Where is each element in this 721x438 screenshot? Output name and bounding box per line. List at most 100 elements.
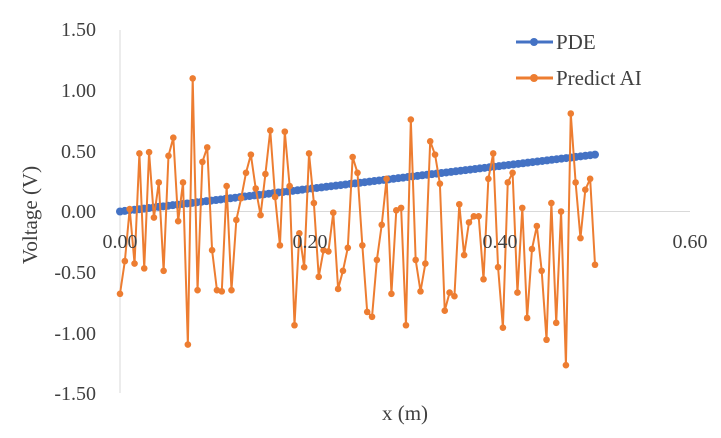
predict-ai-series-point [291,321,298,329]
predict-ai-series-point [509,169,516,177]
predict-ai-series-point [179,179,187,186]
predict-ai-series-point [422,260,429,267]
predict-ai-series-point [494,263,502,271]
predict-ai-series-point [567,110,575,117]
predict-ai-series-point [460,251,468,259]
pde-series-point [591,150,599,159]
predict-ai-series-point [533,222,541,230]
predict-ai-series-point [528,245,536,253]
predict-ai-series-point [199,158,206,166]
predict-ai-series-point [237,194,245,202]
predict-ai-series-point [170,134,177,141]
predict-ai-series-point [329,209,337,217]
series-layer [116,75,599,369]
predict-ai-series-point [300,263,308,271]
predict-ai-series-point [388,290,395,298]
predict-ai-series-point [296,229,303,237]
y-tick-label: -1.00 [54,323,96,345]
predict-ai-series-point [436,180,444,187]
predict-ai-series-point [557,208,565,215]
legend-predict-ai-marker [530,74,538,82]
predict-ai-series-point [402,321,410,329]
predict-ai-series-point [252,185,260,192]
predict-ai-series-point [203,144,211,151]
x-tick-label: 0.40 [483,231,518,253]
predict-ai-series-point [562,361,570,369]
predict-ai-series-point [373,256,381,264]
predict-ai-series-point [281,128,289,135]
predict-ai-series-point [228,286,235,294]
predict-ai-series-point [262,170,269,178]
predict-ai-series-point [586,175,594,183]
predict-ai-series-point [325,248,332,255]
predict-ai-series-line [119,77,596,367]
predict-ai-series-point [242,169,250,177]
predict-ai-series-point [344,244,352,252]
predict-ai-series-point [489,150,497,157]
predict-ai-series-point [359,242,366,249]
predict-ai-series-point [441,307,449,315]
predict-ai-series-point [257,211,264,219]
predict-ai-series-point [455,200,463,208]
predict-ai-series-point [572,179,579,186]
predict-ai-series-point [339,267,347,275]
x-axis-ticks: 0.00 0.20 0.40 0.60 [103,231,708,253]
y-tick-label: 1.50 [61,19,96,41]
predict-ai-series-point [305,150,313,157]
legend-pde-marker [530,38,538,46]
predict-ai-series-point [523,314,531,322]
y-tick-label: 0.50 [61,141,96,163]
predict-ai-series-point [126,205,133,213]
x-tick-label: 0.60 [673,231,708,253]
predict-ai-series-point [412,256,419,264]
predict-ai-series-point [233,216,240,224]
predict-ai-series-point [271,193,279,201]
predict-ai-series-point [378,221,386,229]
predict-ai-series-point [363,308,371,316]
predict-ai-series-point [397,204,405,212]
predict-ai-series-point [140,265,148,272]
predict-ai-series-point [552,319,560,327]
predict-ai-series-point [155,179,163,186]
predict-ai-series-point [276,242,284,249]
predict-ai-series-point [475,213,482,220]
predict-ai-series-point [582,186,589,194]
predict-ai-series-point [310,199,318,207]
predict-ai-series-point [407,116,415,123]
y-tick-label: -0.50 [54,262,96,284]
predict-ai-series-point [184,341,192,348]
predict-ai-series-point [548,199,555,207]
predict-ai-series-point [121,257,129,265]
x-tick-label: 0.20 [293,231,328,253]
predict-ai-series-point [116,290,124,298]
predict-ai-series-point [504,179,512,186]
legend-predict-ai-label: Predict AI [556,66,642,90]
y-tick-label: -1.50 [54,383,96,405]
predict-ai-series-point [218,288,226,295]
predict-ai-series-point [165,152,172,160]
predict-ai-series-point [150,214,158,221]
predict-ai-series-point [519,204,526,212]
y-tick-label: 0.00 [61,201,96,223]
y-tick-label: 1.00 [61,80,96,102]
predict-ai-series-point [591,261,599,269]
x-tick-label: 0.00 [103,231,138,253]
predict-ai-series-point [334,285,342,293]
predict-ai-series-point [349,153,356,161]
predict-ai-series-point [383,175,390,183]
predict-ai-series-point [136,150,143,157]
predict-ai-series-point [131,260,138,267]
y-axis-ticks: 1.50 1.00 0.50 0.00 -0.50 -1.00 -1.50 [54,19,96,405]
predict-ai-series-point [431,151,439,158]
predict-ai-series-point [189,75,196,82]
predict-ai-series-point [465,219,473,226]
predict-ai-series-point [426,138,434,145]
legend: PDE Predict AI [516,30,642,90]
predict-ai-series-point [160,267,167,275]
predict-ai-series-point [223,182,230,190]
predict-ai-series-point [354,169,361,177]
predict-ai-series-point [266,127,274,134]
predict-ai-series-point [368,313,376,321]
predict-ai-series-point [286,182,293,190]
